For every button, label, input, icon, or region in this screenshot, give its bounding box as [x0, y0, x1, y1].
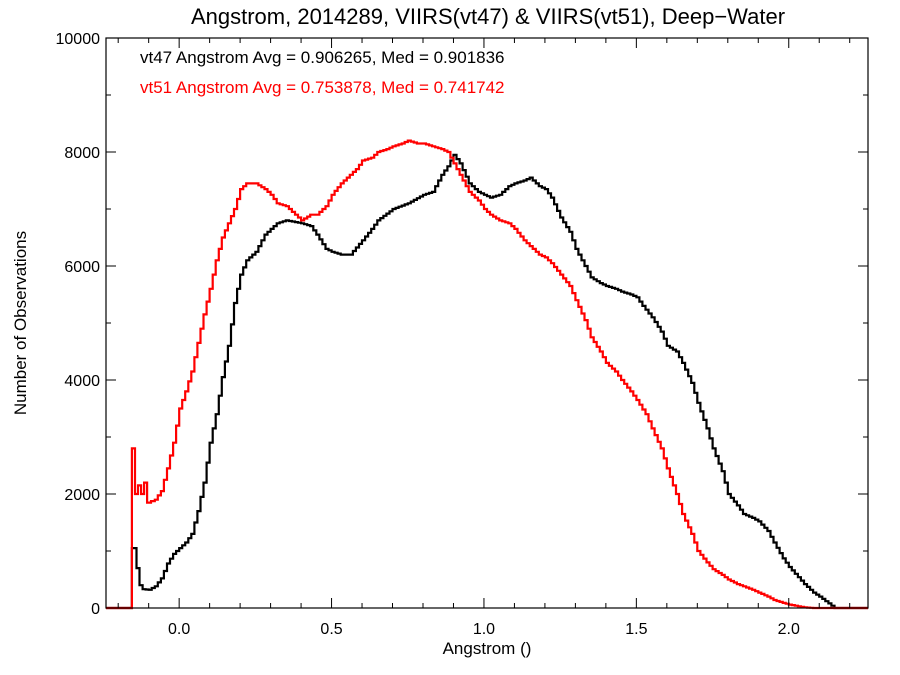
x-tick-label: 2.0 [778, 621, 800, 638]
y-tick-labels: 0 2000 4000 6000 8000 10000 [56, 31, 101, 618]
x-tick-label: 1.0 [473, 621, 495, 638]
axis-ticks [106, 37, 868, 609]
y-tick-label: 4000 [64, 373, 100, 390]
series-1-line [106, 153, 868, 610]
y-tick-label: 8000 [64, 145, 100, 162]
y-axis-label: Number of Observations [11, 231, 30, 415]
x-tick-label: 0.5 [320, 621, 342, 638]
x-tick-label: 0.0 [168, 621, 190, 638]
x-tick-label: 1.5 [625, 621, 647, 638]
annotations: vt47 Angstrom Avg = 0.906265, Med = 0.90… [140, 48, 505, 97]
series-2-line [106, 139, 868, 610]
x-axis-label: Angstrom () [443, 639, 532, 658]
y-tick-label: 6000 [64, 259, 100, 276]
series-layer [106, 139, 868, 610]
x-tick-labels: 0.0 0.5 1.0 1.5 2.0 [168, 621, 800, 638]
y-tick-label: 0 [91, 601, 100, 618]
chart-title: Angstrom, 2014289, VIIRS(vt47) & VIIRS(v… [191, 4, 785, 29]
y-tick-label: 2000 [64, 487, 100, 504]
annotation-1: vt47 Angstrom Avg = 0.906265, Med = 0.90… [140, 48, 505, 67]
plot-frame [105, 37, 869, 609]
y-tick-label: 10000 [56, 31, 101, 48]
annotation-2: vt51 Angstrom Avg = 0.753878, Med = 0.74… [140, 78, 505, 97]
